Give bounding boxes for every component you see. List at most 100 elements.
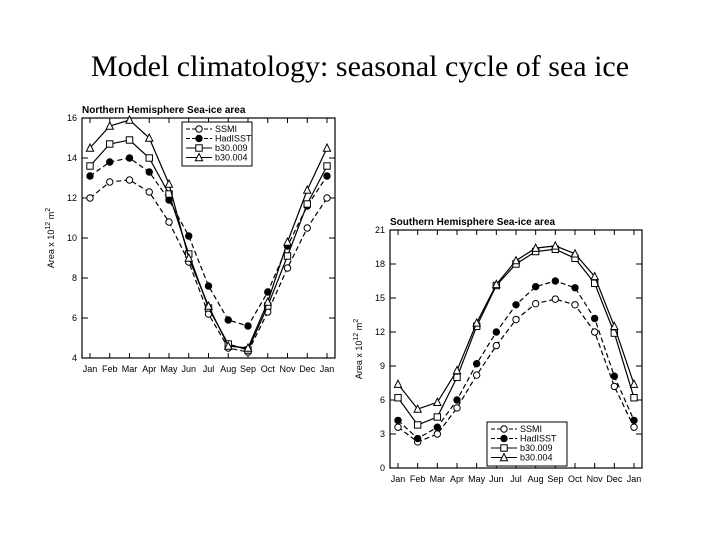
sh-point-b30-009 xyxy=(413,421,422,429)
nh-y-axis-label: Area x 1012 m2 xyxy=(45,208,56,268)
nh-point-hadisst xyxy=(106,158,114,166)
sh-ytick-label: 12 xyxy=(375,327,385,337)
sh-xtick-label: Feb xyxy=(410,474,426,484)
nh-point-b30-004 xyxy=(204,300,213,310)
sh-point-hadisst xyxy=(531,282,540,291)
nh-legend-marker xyxy=(195,125,203,133)
sh-point-b30-004 xyxy=(452,365,462,375)
sh-point-ssmi xyxy=(610,382,619,391)
nh-point-b30-004 xyxy=(164,178,174,188)
sh-point-hadisst xyxy=(492,328,501,336)
sh-point-ssmi xyxy=(551,295,560,303)
sh-xtick-label: Nov xyxy=(587,474,604,484)
nh-point-b30-004 xyxy=(302,184,312,194)
sh-legend-marker xyxy=(500,425,508,433)
sh-point-b30-009 xyxy=(394,394,402,402)
nh-point-b30-004 xyxy=(125,114,134,124)
sh-legend-label: HadISST xyxy=(520,434,557,444)
nh-ytick-label: 6 xyxy=(72,313,77,323)
nh-point-b30-009 xyxy=(86,162,94,170)
nh-ytick-label: 12 xyxy=(67,193,77,203)
nh-point-ssmi xyxy=(145,188,153,196)
nh-xtick-label: Jul xyxy=(203,364,215,374)
nh-chart-title: Northern Hemisphere Sea-ice area xyxy=(82,105,246,116)
nh-point-b30-009 xyxy=(145,154,153,162)
sh-point-ssmi xyxy=(630,423,638,431)
nh-point-b30-004 xyxy=(243,342,253,352)
nh-legend-marker xyxy=(194,152,204,162)
nh-xtick-label: Dec xyxy=(299,364,316,374)
sh-xtick-label: Aug xyxy=(528,474,544,484)
sh-ytick-label: 3 xyxy=(380,429,385,439)
sh-point-b30-004 xyxy=(432,397,442,406)
sh-y-axis-label: Area x 1012 m2 xyxy=(353,319,364,379)
sh-point-hadisst xyxy=(610,372,619,380)
sh-point-b30-009 xyxy=(630,394,638,402)
sh-xtick-label: Jun xyxy=(489,474,504,484)
sh-point-b30-004 xyxy=(511,255,521,265)
nh-point-hadisst xyxy=(244,322,252,330)
nh-point-ssmi xyxy=(86,194,94,202)
sh-point-b30-004 xyxy=(491,279,501,289)
sh-point-hadisst xyxy=(413,434,422,443)
nh-xtick-label: Jan xyxy=(83,364,98,374)
nh-xtick-label: Feb xyxy=(102,364,118,374)
sh-point-b30-004 xyxy=(472,317,482,327)
nh-legend-label: SSMI xyxy=(215,124,237,134)
nh-ytick-label: 4 xyxy=(72,353,77,363)
nh-legend-marker xyxy=(195,144,203,152)
nh-legend-label: b30.009 xyxy=(215,143,248,153)
sh-point-b30-004 xyxy=(393,379,403,388)
nh-ytick-label: 14 xyxy=(67,153,77,163)
nh-point-b30-009 xyxy=(303,200,311,208)
sh-legend-label: b30.004 xyxy=(520,453,553,463)
sh-point-hadisst xyxy=(472,360,481,368)
nh-point-b30-004 xyxy=(144,132,154,142)
sh-point-b30-004 xyxy=(629,379,639,388)
nh-xtick-label: Sep xyxy=(240,364,256,374)
nh-point-hadisst xyxy=(125,154,134,162)
sh-ytick-label: 6 xyxy=(380,395,385,405)
sh-legend-label: SSMI xyxy=(520,424,542,434)
page-title: Model climatology: seasonal cycle of sea… xyxy=(90,50,630,83)
sh-line-b30-004 xyxy=(397,245,635,410)
sh-point-hadisst xyxy=(590,314,599,323)
sh-point-hadisst xyxy=(394,416,402,425)
sh-point-b30-004 xyxy=(609,321,619,331)
nh-point-ssmi xyxy=(323,194,331,202)
sh-point-hadisst xyxy=(433,423,442,431)
nh-point-ssmi xyxy=(283,264,292,272)
sh-ytick-label: 9 xyxy=(380,361,385,371)
sh-legend-marker xyxy=(500,444,508,452)
nh-xtick-label: Mar xyxy=(122,364,138,374)
nh-xtick-label: Nov xyxy=(279,364,296,374)
nh-point-hadisst xyxy=(145,168,153,176)
nh-point-ssmi xyxy=(125,176,134,184)
sh-series-hadisst xyxy=(394,277,638,443)
sh-point-ssmi xyxy=(512,315,520,324)
nh-point-b30-009 xyxy=(106,140,114,148)
nh-point-b30-009 xyxy=(283,252,292,260)
sh-point-hadisst xyxy=(453,396,461,404)
sh-xtick-label: Jan xyxy=(627,474,642,484)
nh-point-ssmi xyxy=(165,218,173,226)
nh-legend-label: b30.004 xyxy=(215,153,248,163)
sh-ytick-label: 21 xyxy=(375,225,385,235)
sh-line-b30-009 xyxy=(397,248,635,426)
nh-legend-label: HadISST xyxy=(215,134,252,144)
sh-point-hadisst xyxy=(512,301,520,309)
nh-ytick-label: 8 xyxy=(72,273,77,283)
nh-point-b30-004 xyxy=(263,296,273,306)
sh-xtick-label: Jan xyxy=(391,474,406,484)
nh-legend-marker xyxy=(195,134,203,143)
nh-point-hadisst xyxy=(185,232,193,240)
nh-point-b30-004 xyxy=(283,236,292,246)
sh-point-hadisst xyxy=(630,416,638,425)
sh-point-ssmi xyxy=(472,371,481,379)
sh-legend-marker xyxy=(500,434,508,443)
nh-point-b30-004 xyxy=(184,252,194,262)
nh-xtick-label: Aug xyxy=(220,364,236,374)
